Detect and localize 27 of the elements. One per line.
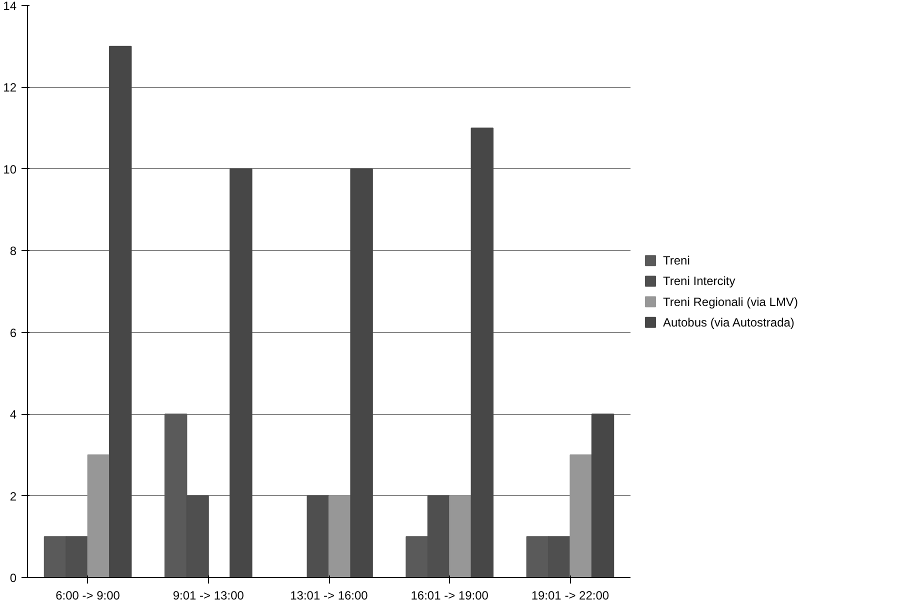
bar — [230, 168, 252, 578]
bar — [306, 495, 330, 578]
bar — [570, 454, 592, 578]
bar — [87, 454, 110, 578]
bar — [470, 128, 494, 578]
x-tick-label: 6:00 -> 9:00 — [56, 588, 120, 602]
y-tick-label: 8 — [10, 244, 17, 258]
y-tick-label: 4 — [10, 408, 17, 422]
x-tick-label: 19:01 -> 22:00 — [531, 588, 610, 602]
y-tick-label: 0 — [10, 571, 17, 585]
y-tick-label: 2 — [10, 489, 17, 504]
bar — [328, 495, 352, 578]
bar — [449, 495, 472, 578]
legend-label: Treni — [663, 254, 690, 268]
x-tick-label: 9:01 -> 13:00 — [172, 588, 244, 602]
legend-label: Treni Regionali (via LMV) — [663, 294, 798, 309]
x-tick-label: 13:01 -> 16:00 — [290, 588, 368, 602]
y-tick-label: 12 — [3, 80, 17, 95]
bar — [350, 168, 373, 578]
y-tick-label: 10 — [3, 162, 17, 176]
legend-label: Autobus (via Autostrada) — [663, 315, 794, 330]
y-tick-label: 6 — [10, 326, 17, 340]
x-tick-label: 16:01 -> 19:00 — [410, 588, 489, 602]
y-tick-label: 14 — [3, 0, 17, 13]
bar — [109, 46, 132, 578]
legend-label: Treni Intercity — [663, 274, 736, 288]
bar — [591, 414, 614, 578]
